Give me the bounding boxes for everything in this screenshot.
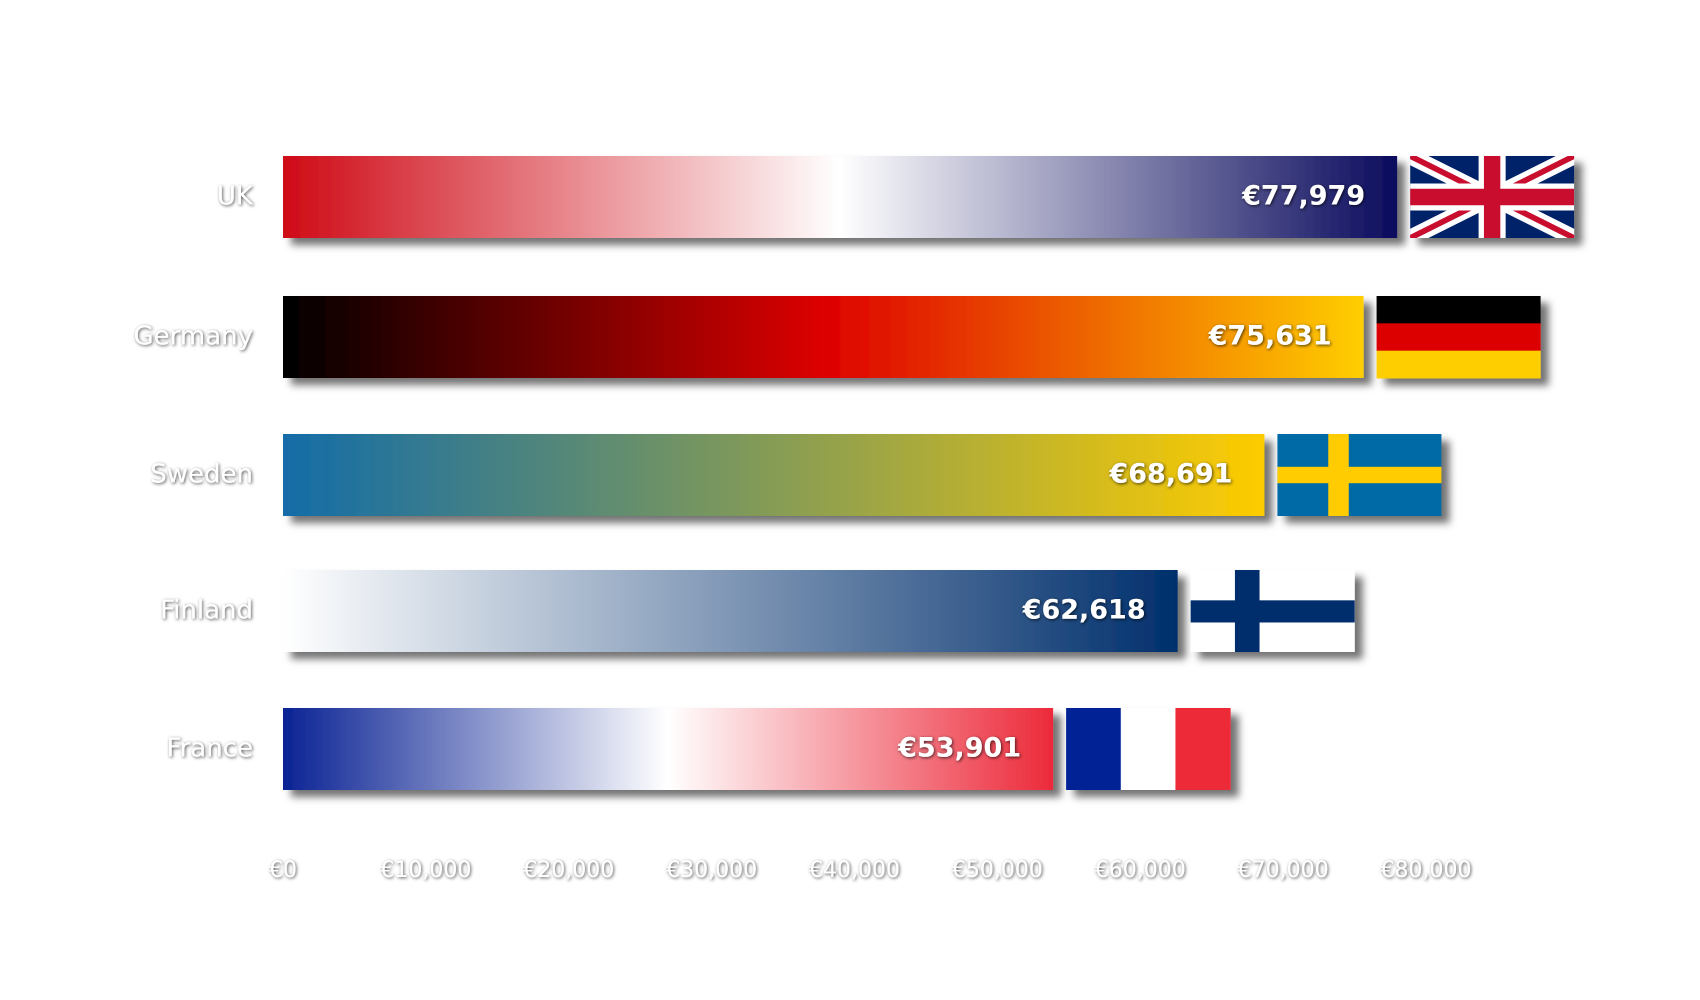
flag-body	[1410, 156, 1575, 238]
value-label: €68,691	[1108, 459, 1232, 490]
bar	[283, 570, 1178, 652]
x-tick-label: €80,000	[1381, 858, 1472, 883]
x-tick-label: €70,000	[1238, 858, 1329, 883]
flag	[1376, 296, 1541, 379]
flag-cross	[1277, 466, 1442, 484]
flag-cross-red	[1410, 156, 1575, 238]
flag-stripe	[1376, 323, 1541, 352]
value-label: €75,631	[1208, 321, 1332, 352]
value-label: €53,901	[897, 733, 1021, 764]
flag-stripe	[1376, 296, 1541, 324]
bar	[283, 296, 1364, 378]
value-label: €77,979	[1241, 181, 1365, 212]
x-tick-label: €30,000	[666, 858, 757, 883]
x-tick-label: €10,000	[380, 858, 471, 883]
bar	[283, 156, 1398, 238]
flag	[1410, 156, 1575, 238]
flag-stripe	[1066, 708, 1122, 790]
x-tick-label: €20,000	[523, 858, 614, 883]
flag-stripe	[1120, 708, 1176, 790]
value-label: €62,618	[1022, 595, 1146, 626]
flag-stripe	[1376, 350, 1541, 379]
x-tick-label: €0	[269, 858, 297, 883]
flag-cross	[1190, 600, 1355, 623]
category-label: Germany	[133, 322, 253, 352]
x-tick-label: €40,000	[809, 858, 900, 883]
flag	[1277, 434, 1442, 516]
flag-stripe	[1175, 708, 1231, 790]
x-tick-label: €50,000	[952, 858, 1043, 883]
bar	[283, 708, 1054, 790]
category-label: UK	[217, 182, 254, 212]
flag	[1190, 570, 1355, 652]
flag	[1066, 708, 1231, 790]
category-label: Finland	[160, 596, 253, 626]
category-label: France	[167, 734, 253, 764]
x-tick-label: €60,000	[1095, 858, 1186, 883]
bar	[283, 434, 1265, 516]
category-label: Sweden	[150, 460, 253, 490]
